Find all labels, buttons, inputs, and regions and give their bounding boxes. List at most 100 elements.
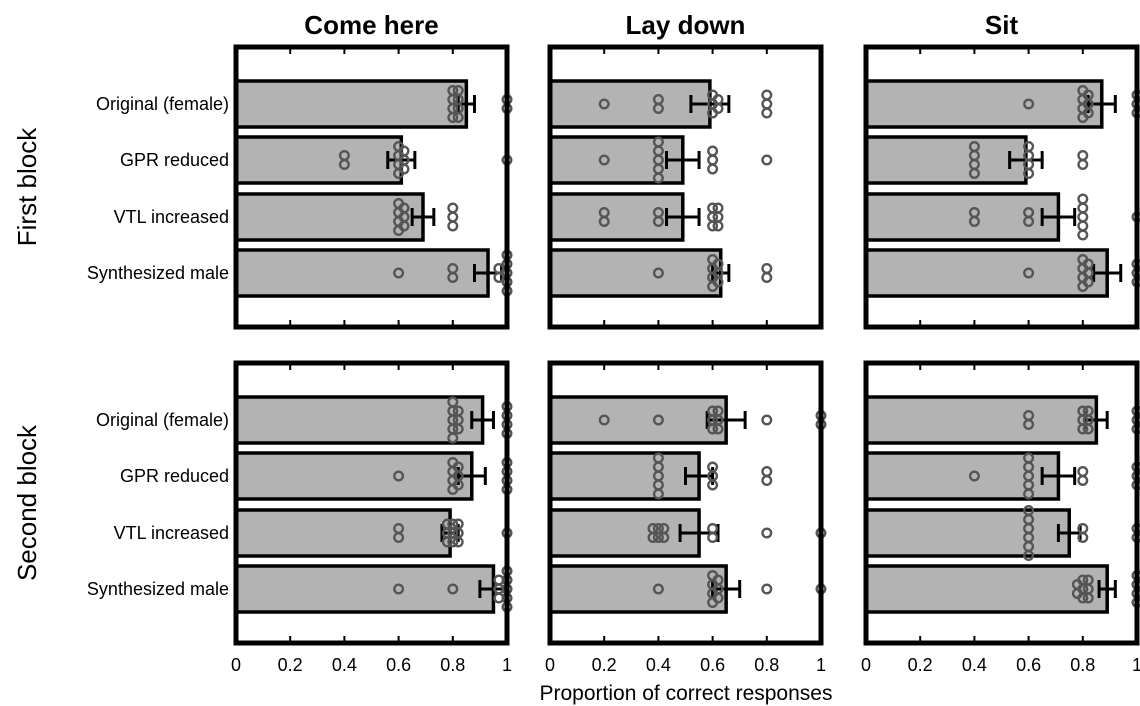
- data-point: [598, 98, 610, 110]
- data-point: [441, 536, 453, 548]
- data-point: [393, 532, 405, 544]
- data-point: [652, 532, 664, 544]
- category-label: GPR reduced: [120, 150, 229, 170]
- data-point: [652, 172, 664, 184]
- data-point: [598, 154, 610, 166]
- data-point: [707, 163, 719, 175]
- data-point: [707, 479, 719, 491]
- bar: [548, 508, 701, 558]
- data-point: [447, 220, 459, 232]
- data-point: [761, 527, 773, 539]
- x-tick-label: 0.4: [962, 655, 987, 675]
- bar: [864, 508, 1071, 558]
- data-point: [393, 583, 405, 595]
- data-point: [493, 272, 505, 284]
- data-point: [1082, 592, 1094, 604]
- data-point: [1077, 475, 1089, 487]
- row-title-1: Second block: [12, 424, 42, 581]
- panel-0-0-frame: [233, 44, 510, 330]
- column-title-1: Lay down: [626, 10, 746, 40]
- data-point: [712, 276, 724, 288]
- data-point: [1077, 592, 1089, 604]
- category-label: VTL increased: [114, 523, 229, 543]
- data-point: [652, 488, 664, 500]
- data-point: [712, 102, 724, 114]
- data-point: [1023, 550, 1035, 562]
- data-point: [652, 267, 664, 279]
- row-title-0: First block: [12, 127, 42, 246]
- column-title-0: Come here: [304, 10, 438, 40]
- data-point: [968, 215, 980, 227]
- bar: [548, 451, 701, 501]
- data-point: [447, 432, 459, 444]
- x-tick-label: 0.8: [754, 655, 779, 675]
- bar: [864, 79, 1104, 129]
- bar: [864, 248, 1109, 298]
- x-tick-label: 0.4: [646, 655, 671, 675]
- category-label: Synthesized male: [87, 579, 229, 599]
- data-point: [1023, 419, 1035, 431]
- data-point: [761, 154, 773, 166]
- data-point: [398, 163, 410, 175]
- data-point: [707, 532, 719, 544]
- bar: [234, 248, 490, 298]
- data-point: [338, 158, 350, 170]
- data-point: [1082, 276, 1094, 288]
- x-axis-label: Proportion of correct responses: [540, 682, 833, 705]
- bar: [234, 135, 404, 185]
- data-point: [1077, 532, 1089, 544]
- panel-1-0-frame: [233, 360, 510, 646]
- x-tick-label: 0: [545, 655, 555, 675]
- bar: [864, 451, 1061, 501]
- data-point: [598, 414, 610, 426]
- data-point: [1077, 158, 1089, 170]
- data-point: [1082, 423, 1094, 435]
- data-point: [712, 220, 724, 232]
- data-point: [452, 479, 464, 491]
- data-point: [447, 536, 459, 548]
- x-tick-label: 1: [816, 655, 826, 675]
- bar: [548, 192, 685, 242]
- data-point: [1023, 215, 1035, 227]
- x-tick-label: 0.2: [278, 655, 303, 675]
- data-point: [658, 532, 670, 544]
- data-point: [652, 215, 664, 227]
- category-label: Original (female): [96, 94, 229, 114]
- bar: [548, 248, 723, 298]
- data-point: [761, 414, 773, 426]
- bar: [548, 79, 712, 129]
- data-point: [598, 215, 610, 227]
- data-point: [393, 267, 405, 279]
- bar: [234, 395, 485, 445]
- bar: [864, 564, 1109, 614]
- bar: [234, 451, 474, 501]
- data-point: [652, 102, 664, 114]
- x-tick-label: 1: [1132, 655, 1140, 675]
- data-point: [1077, 229, 1089, 241]
- bar: [864, 135, 1028, 185]
- bar: [548, 395, 728, 445]
- category-label: Synthesized male: [87, 263, 229, 283]
- x-tick-label: 0: [231, 655, 241, 675]
- data-point: [1023, 98, 1035, 110]
- category-label: Original (female): [96, 410, 229, 430]
- data-point: [761, 272, 773, 284]
- category-label: VTL increased: [114, 207, 229, 227]
- data-point: [447, 111, 459, 123]
- data-point: [707, 423, 719, 435]
- bar: [234, 79, 469, 129]
- data-point: [452, 423, 464, 435]
- data-point: [761, 475, 773, 487]
- data-point: [712, 592, 724, 604]
- x-tick-label: 0.4: [332, 655, 357, 675]
- data-point: [652, 583, 664, 595]
- data-point: [393, 470, 405, 482]
- panel-1-2-frame: [863, 360, 1140, 646]
- x-tick-label: 0.6: [1016, 655, 1041, 675]
- data-point: [707, 220, 719, 232]
- column-title-2: Sit: [985, 10, 1019, 40]
- x-tick-label: 0.6: [386, 655, 411, 675]
- data-point: [398, 220, 410, 232]
- data-point: [968, 470, 980, 482]
